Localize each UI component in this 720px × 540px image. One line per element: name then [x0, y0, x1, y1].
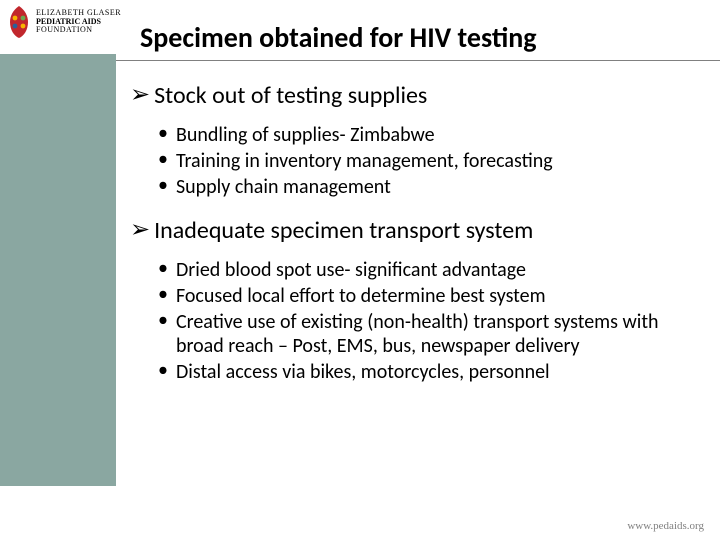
- list-item: • Distal access via bikes, motorcycles, …: [158, 360, 690, 384]
- arrow-bullet-icon: ➢: [130, 216, 150, 245]
- section-heading: ➢ Stock out of testing supplies: [130, 82, 690, 111]
- bullet-text: Creative use of existing (non-health) tr…: [176, 310, 690, 358]
- bullet-group: • Bundling of supplies- Zimbabwe • Train…: [158, 123, 690, 199]
- logo-line3: FOUNDATION: [36, 26, 121, 34]
- list-item: • Training in inventory management, fore…: [158, 149, 690, 173]
- list-item: • Supply chain management: [158, 175, 690, 199]
- list-item: • Creative use of existing (non-health) …: [158, 310, 690, 358]
- list-item: • Dried blood spot use- significant adva…: [158, 258, 690, 282]
- section-heading-text: Inadequate specimen transport system: [154, 217, 533, 246]
- bullet-text: Dried blood spot use- significant advant…: [176, 258, 526, 282]
- slide: ELIZABETH GLASER PEDIATRIC AIDS FOUNDATI…: [0, 0, 720, 540]
- dot-bullet-icon: •: [158, 282, 168, 306]
- sidebar-accent: [0, 54, 116, 486]
- section-heading: ➢ Inadequate specimen transport system: [130, 217, 690, 246]
- arrow-bullet-icon: ➢: [130, 81, 150, 110]
- dot-bullet-icon: •: [158, 358, 168, 382]
- bullet-text: Training in inventory management, foreca…: [176, 149, 553, 173]
- section-heading-text: Stock out of testing supplies: [154, 82, 427, 111]
- dot-bullet-icon: •: [158, 147, 168, 171]
- footer-url: www.pedaids.org: [627, 520, 704, 532]
- org-logo: ELIZABETH GLASER PEDIATRIC AIDS FOUNDATI…: [6, 4, 121, 40]
- bullet-text: Distal access via bikes, motorcycles, pe…: [176, 360, 550, 384]
- dot-bullet-icon: •: [158, 121, 168, 145]
- content-area: ➢ Stock out of testing supplies • Bundli…: [130, 78, 690, 402]
- bullet-text: Focused local effort to determine best s…: [176, 284, 546, 308]
- logo-text: ELIZABETH GLASER PEDIATRIC AIDS FOUNDATI…: [36, 9, 121, 34]
- slide-title: Specimen obtained for HIV testing: [140, 20, 537, 55]
- dot-bullet-icon: •: [158, 173, 168, 197]
- list-item: • Focused local effort to determine best…: [158, 284, 690, 308]
- bullet-group: • Dried blood spot use- significant adva…: [158, 258, 690, 384]
- logo-mark-icon: [6, 4, 32, 40]
- list-item: • Bundling of supplies- Zimbabwe: [158, 123, 690, 147]
- bullet-text: Bundling of supplies- Zimbabwe: [176, 123, 435, 147]
- title-underline: [116, 60, 720, 61]
- bullet-text: Supply chain management: [176, 175, 391, 199]
- dot-bullet-icon: •: [158, 308, 168, 332]
- dot-bullet-icon: •: [158, 256, 168, 280]
